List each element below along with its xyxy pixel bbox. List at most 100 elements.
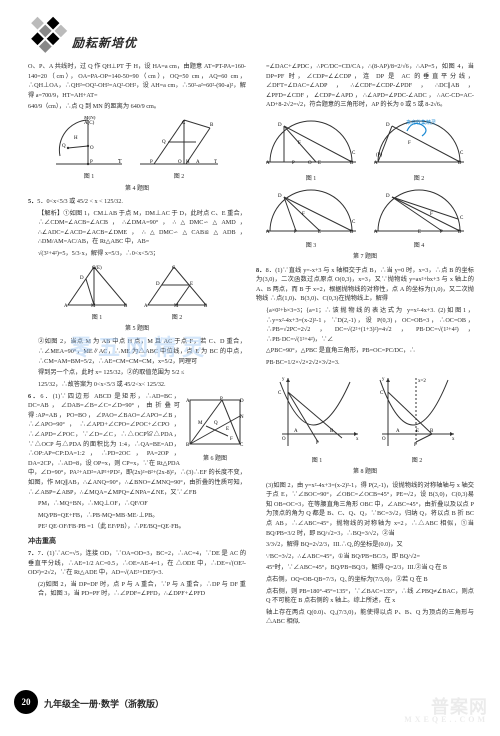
svg-text:O: O <box>178 160 182 165</box>
svg-text:C: C <box>240 443 244 448</box>
figure-caption: 第 6 题图 <box>184 455 246 464</box>
svg-text:A: A <box>266 230 270 235</box>
svg-text:D: D <box>386 123 390 128</box>
svg-text:E: E <box>318 161 321 166</box>
svg-text:A: A <box>64 304 68 309</box>
figure-6: AP DC BN MQ EF 第 6 题图 <box>184 394 246 465</box>
page-number-badge: 20 <box>14 690 38 714</box>
svg-text:Q: Q <box>62 144 66 149</box>
svg-text:O: O <box>282 437 286 442</box>
svg-text:A: A <box>144 304 148 309</box>
svg-text:A: A <box>396 429 400 434</box>
svg-text:D: D <box>80 276 84 281</box>
para: 得到另一个点，此时 x= 125/32，②的取值范围为 5/2 ≤ <box>28 368 246 378</box>
figure-row: AP OE BC DF 图 1 来自收集精灵 AB <box>256 114 474 185</box>
figure: 来自收集精灵 AB CD F(P) 图 2 <box>372 114 466 185</box>
logo-icon <box>22 16 70 60</box>
para: 轴上存在两点 Q(0.0)、Q₃(7/3,0)，能使得以点 P、B、Q 为顶点的… <box>256 608 474 627</box>
figure: AE PB CD F 图 4 <box>372 189 466 252</box>
figure: xy CA BP O 图 1 <box>272 372 362 467</box>
svg-text:P: P <box>440 230 443 235</box>
svg-text:y: y <box>282 377 285 382</box>
svg-text:x: x <box>356 437 359 442</box>
svg-text:A(C): A(C) <box>84 121 95 126</box>
figure-caption: 图 2 <box>372 175 466 184</box>
para: 点右侧，OQ=OB-QB=7/3，Q₃ 的坐标为(7/3,0)，②若 Q 在 B <box>256 575 474 585</box>
svg-text:E: E <box>190 282 193 287</box>
svg-text:A: A <box>186 399 190 404</box>
svg-text:T: T <box>118 159 122 165</box>
figure-group-caption: 第 4 题图 <box>28 185 246 194</box>
svg-text:C(E): C(E) <box>92 266 102 271</box>
svg-text:A: A <box>196 160 200 165</box>
svg-text:A: A <box>374 230 378 235</box>
para: (2)如图 2，当 DP=DF 时，点 P 与 A 重合，∵P 与 A 重合，∴… <box>28 580 246 599</box>
para: △PBC=90°，△PBC 是直角三角形，PB=OC=PC/DC，∴ <box>256 346 474 356</box>
svg-text:E: E <box>418 230 421 235</box>
para: 45°时，∵∠ABC=45°，BQ/PB=BQ/3，解得 Q=2/3，III.②… <box>256 563 474 573</box>
figure-row: T O P Q A(C) H M(N) 图 1 <box>28 116 246 183</box>
para: PB·BC=1/2×√2×2√2×3√2=3. <box>256 358 474 368</box>
svg-text:C: C <box>182 121 186 126</box>
figure-caption: 图 2 <box>376 457 458 466</box>
item-num: 8． <box>256 267 266 274</box>
svg-text:N: N <box>240 415 244 420</box>
figure-group-caption: 第 7 题图 <box>256 253 474 262</box>
svg-text:B: B <box>186 443 190 448</box>
svg-text:来自收集精灵: 来自收集精灵 <box>406 119 436 126</box>
svg-text:O: O <box>90 146 94 151</box>
para: (3)如图 2，由 y=x²-4x+3=(x-2)²-1，得 P(2,-1)，设… <box>256 481 474 539</box>
svg-text:P: P <box>414 443 417 448</box>
answer-text: 5．0<x<5/3 或 45/2 < x < 125/32. <box>37 198 123 205</box>
figure-1: T O P Q A(C) H M(N) 图 1 <box>54 116 124 183</box>
figure-row: AP EB CD F 图 3 AE PB <box>256 189 474 252</box>
svg-text:F: F <box>430 212 433 217</box>
figure-group-caption: 第 8 题图 <box>256 468 474 477</box>
para: 3/3√2，解得 BQ=2√2/3，III.∴Q₁的坐标是(0.0)，又 <box>256 540 474 550</box>
figure: AM BC(E) D 图 1 <box>64 263 130 324</box>
svg-text:Q: Q <box>162 140 166 145</box>
svg-text:x: x <box>452 437 455 442</box>
svg-text:M: M <box>91 304 96 309</box>
svg-text:C: C <box>352 151 356 156</box>
diagram-icon: T PO HA CB Q <box>138 116 220 168</box>
figure-row: xy CA BP O 图 1 xy <box>256 372 474 467</box>
header-title: 励耘新培优 <box>72 34 137 51</box>
item-num: 6． <box>28 393 40 400</box>
para: MQ/PB=QE+FB，∴PB·MQ=MB·ME·⊥PB。 <box>28 511 246 521</box>
svg-text:C: C <box>460 151 464 156</box>
para-text: 7．(1)∵AC=√5，连接 OD，∵OA=OD=3，BC=2，∴AC=4，∵D… <box>28 550 246 576</box>
para: O、P、A 共线时，过 Q 作 QH⊥PT 于 H，设 HA=a cm，由题意 … <box>28 62 246 100</box>
figure-caption: 图 4 <box>372 242 466 251</box>
para: 7．7．(1)∵AC=√5，连接 OD，∵OA=OD=3，BC=2，∴AC=4，… <box>28 549 246 578</box>
para: 点右侧，则 PB=180°-45°=135°，∵∠BAC=135°，∴线 ∠PB… <box>256 587 474 606</box>
para: PM，∴MQ+BN，∴MQ⊥OF，∴QF/OF <box>28 499 246 509</box>
svg-text:D: D <box>386 194 390 199</box>
svg-text:C: C <box>278 391 282 396</box>
figure: xy x=2 CA EB OP 图 2 <box>376 372 458 467</box>
figure: AM BC DE 图 2 <box>144 263 210 324</box>
figure: AP OE BC DF 图 1 <box>264 114 358 185</box>
figure-row: AM BC(E) D 图 1 AM BC DE 图 2 <box>28 263 246 324</box>
para: 640/9（cm），∴点 Q 到 MN 的距离为 640/9 cm。 <box>28 102 246 112</box>
svg-text:T: T <box>214 160 217 165</box>
diagram-icon: AE PB CD F <box>372 189 466 237</box>
svg-text:O: O <box>382 437 386 442</box>
para: 5．5．0<x<5/3 或 45/2 < x < 125/32. <box>28 197 246 207</box>
svg-text:H: H <box>74 136 78 141</box>
section-heading: 冲击重高 <box>28 536 246 547</box>
svg-text:B: B <box>204 304 208 309</box>
svg-text:C: C <box>352 220 356 225</box>
svg-text:M: M <box>174 304 179 309</box>
diagram-icon: A M B C(E) D <box>64 263 130 309</box>
svg-text:B: B <box>124 304 128 309</box>
diagram-icon: AP EB CD F <box>264 189 358 237</box>
svg-text:H: H <box>186 160 190 165</box>
figure-caption: 图 1 <box>54 173 124 182</box>
figure-caption: 图 3 <box>264 242 358 251</box>
figure: AP EB CD F 图 3 <box>264 189 358 252</box>
footer-label: 九年级全一册·数学（浙教版） <box>44 697 164 710</box>
watermark-text: 普案网 <box>431 697 488 717</box>
svg-text:D: D <box>240 399 244 404</box>
item-num: 5． <box>28 198 37 205</box>
